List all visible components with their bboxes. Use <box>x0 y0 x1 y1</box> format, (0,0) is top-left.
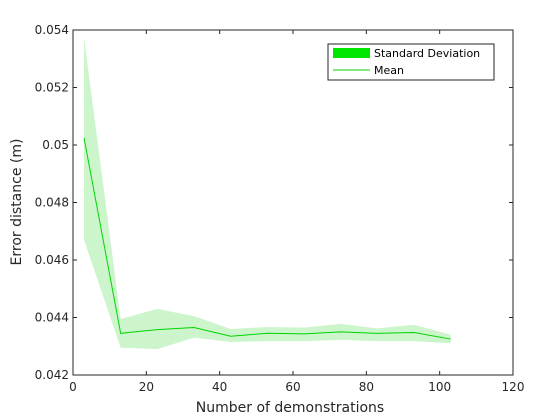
x-tick-label: 120 <box>502 380 525 394</box>
x-tick-label: 20 <box>139 380 154 394</box>
x-tick-label: 0 <box>69 380 77 394</box>
x-tick-label: 60 <box>285 380 300 394</box>
y-tick-label: 0.052 <box>35 81 69 95</box>
plot-area: 0 20 40 60 80 100 120 0.042 0.044 0.046 0.048 0.05 0… <box>35 23 525 394</box>
y-tick-label: 0.048 <box>35 196 69 210</box>
y-tick-label: 0.042 <box>35 368 69 382</box>
y-tick-label: 0.05 <box>42 138 69 152</box>
x-tick-label: 40 <box>212 380 227 394</box>
x-tick-label: 80 <box>359 380 374 394</box>
legend: Standard Deviation Mean <box>327 43 495 81</box>
y-tick-label: 0.054 <box>35 23 69 37</box>
legend-label-mean: Mean <box>374 64 404 77</box>
x-axis-label: Number of demonstrations <box>196 400 384 416</box>
legend-swatch-standard-deviation <box>333 48 370 58</box>
mean-line <box>83 137 451 340</box>
y-tick-label: 0.044 <box>35 311 69 325</box>
y-axis-label: Error distance (m) <box>9 139 25 266</box>
x-tick-label: 100 <box>428 380 451 394</box>
legend-label-standard-deviation: Standard Deviation <box>374 47 480 60</box>
std-band <box>84 37 451 350</box>
y-tick-label: 0.046 <box>35 253 69 267</box>
